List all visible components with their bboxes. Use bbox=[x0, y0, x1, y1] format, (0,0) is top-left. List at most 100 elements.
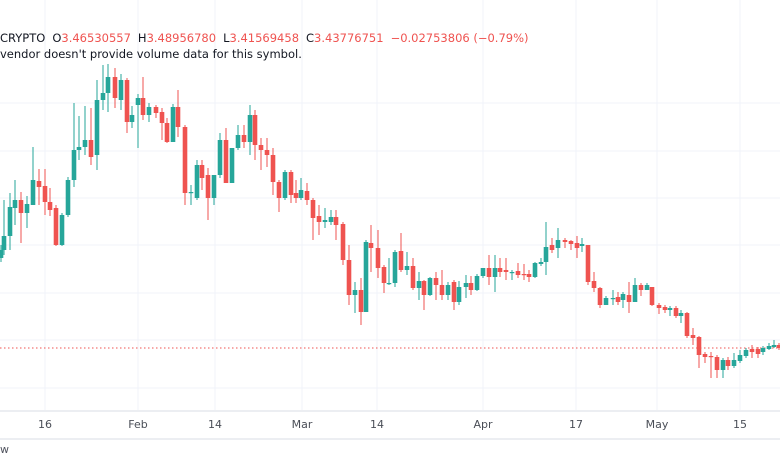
candle-down bbox=[684, 313, 690, 336]
candle-up bbox=[1, 236, 7, 250]
candle-up bbox=[188, 192, 194, 194]
candle-up bbox=[720, 360, 726, 370]
candle-down bbox=[451, 282, 457, 302]
ohlc-legend: CRYPTO O 3.46530557 H 3.48956780 L 3.415… bbox=[0, 30, 536, 62]
candle-up bbox=[363, 242, 369, 312]
candle-up bbox=[12, 200, 18, 208]
candle-down bbox=[421, 281, 427, 295]
low-value: 3.41569458 bbox=[229, 31, 300, 45]
candle-down bbox=[153, 107, 159, 113]
time-axis-label: 15 bbox=[733, 418, 747, 431]
candle-down bbox=[776, 345, 780, 348]
candle-up bbox=[386, 283, 392, 285]
candle-up bbox=[59, 215, 65, 245]
candle-up bbox=[7, 207, 13, 236]
candle-down bbox=[175, 107, 181, 127]
candle-down bbox=[316, 216, 322, 222]
candle-up bbox=[492, 268, 498, 277]
candle-up bbox=[667, 308, 673, 310]
symbol-name[interactable]: CRYPTO bbox=[0, 31, 46, 45]
candle-down bbox=[88, 140, 94, 157]
candle-up bbox=[71, 150, 77, 180]
brand-fragment[interactable]: w bbox=[0, 443, 9, 456]
candle-down bbox=[486, 268, 492, 277]
candle-up bbox=[82, 140, 88, 147]
chart-grid bbox=[0, 0, 780, 410]
candle-down bbox=[258, 145, 264, 150]
candle-up bbox=[30, 180, 36, 205]
candle-down bbox=[515, 271, 521, 275]
candle-up bbox=[0, 250, 4, 258]
candle-up bbox=[610, 298, 616, 300]
candle-up bbox=[620, 294, 626, 300]
candle-up bbox=[538, 262, 544, 264]
candle-up bbox=[129, 115, 135, 122]
candle-down bbox=[304, 191, 310, 200]
candle-up bbox=[229, 148, 235, 183]
ohlc-row: CRYPTO O 3.46530557 H 3.48956780 L 3.415… bbox=[0, 30, 536, 46]
low-label: L bbox=[223, 31, 230, 45]
candle-down bbox=[591, 281, 597, 288]
candle-down bbox=[626, 295, 632, 302]
candle-down bbox=[124, 80, 130, 122]
candle-down bbox=[182, 127, 188, 193]
candle-down bbox=[42, 186, 48, 202]
candle-up bbox=[456, 287, 462, 302]
candle-down bbox=[749, 349, 755, 352]
open-value: 3.46530557 bbox=[61, 31, 131, 45]
candle-down bbox=[375, 248, 381, 268]
candle-down bbox=[568, 241, 574, 244]
candle-down bbox=[112, 77, 118, 98]
candle-down bbox=[673, 308, 679, 316]
candle-up bbox=[170, 107, 176, 142]
candle-down bbox=[662, 307, 668, 310]
candle-up bbox=[579, 244, 585, 246]
candle-down bbox=[638, 285, 644, 290]
open-label: O bbox=[52, 31, 62, 45]
candle-up bbox=[766, 346, 772, 349]
candle-down bbox=[696, 337, 702, 355]
candle-up bbox=[298, 190, 304, 198]
candle-up bbox=[194, 165, 200, 198]
candle-down bbox=[410, 266, 416, 288]
time-axis[interactable]: 16 Feb 14 Mar 14 Apr 17 May 15 bbox=[0, 410, 780, 440]
candle-down bbox=[468, 283, 474, 290]
candle-down bbox=[288, 172, 294, 195]
candle-down bbox=[755, 349, 761, 354]
candle-up bbox=[760, 348, 766, 352]
candle-up bbox=[392, 252, 398, 283]
candle-down bbox=[159, 112, 165, 123]
time-axis-label: 14 bbox=[370, 418, 384, 431]
candle-up bbox=[480, 268, 486, 276]
candle-down bbox=[521, 274, 527, 276]
candle-up bbox=[65, 180, 71, 215]
candle-up bbox=[94, 100, 100, 155]
candle-up bbox=[247, 115, 253, 142]
candle-down bbox=[276, 182, 282, 198]
candle-up bbox=[737, 355, 743, 361]
high-value: 3.48956780 bbox=[146, 31, 217, 45]
candle-up bbox=[632, 285, 638, 302]
candle-down bbox=[503, 270, 509, 272]
time-axis-label: 16 bbox=[38, 418, 52, 431]
candle-down bbox=[358, 290, 364, 312]
candle-down bbox=[433, 278, 439, 285]
candle-up bbox=[474, 276, 480, 290]
candlestick-chart[interactable] bbox=[0, 0, 780, 410]
candle-up bbox=[743, 350, 749, 356]
candle-down bbox=[549, 245, 555, 250]
candle-down bbox=[585, 245, 591, 282]
candle-up bbox=[532, 263, 538, 277]
candle-down bbox=[252, 115, 258, 145]
high-label: H bbox=[137, 31, 147, 45]
candle-up bbox=[235, 135, 241, 148]
candle-up bbox=[603, 298, 609, 305]
candle-up bbox=[76, 147, 82, 150]
candle-down bbox=[714, 357, 720, 370]
time-axis-label: Apr bbox=[473, 418, 493, 431]
candle-down bbox=[346, 260, 352, 295]
candle-down bbox=[368, 243, 374, 248]
candle-up bbox=[352, 290, 358, 295]
candle-down bbox=[690, 335, 696, 338]
candle-up bbox=[555, 240, 561, 248]
